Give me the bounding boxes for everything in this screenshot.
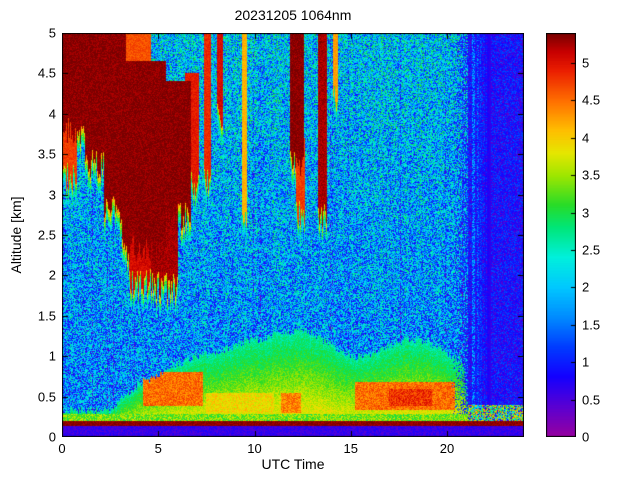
heatmap-plot [62,33,524,437]
colorbar-tick-label: 0 [582,429,590,445]
chart-title: 20231205 1064nm [234,7,352,23]
y-tick-label: 0 [48,429,56,445]
x-tick-label: 10 [247,441,262,456]
x-tick-label: 20 [439,441,455,456]
x-axis-label: UTC Time [261,456,325,472]
y-tick-label: 5 [48,25,56,41]
colorbar [546,33,576,437]
colorbar-tick-label: 2.5 [582,242,601,258]
colorbar-tick-label: 0.5 [582,392,601,408]
y-tick-label: 3 [48,187,56,203]
colorbar-tick-label: 2 [582,279,590,295]
colorbar-tick-label: 3 [582,205,590,221]
y-tick-label: 2.5 [37,227,56,243]
colorbar-tick-label: 3.5 [582,167,601,183]
y-axis-label: Altitude [km] [8,196,24,274]
x-tick-label: 15 [343,441,358,456]
colorbar-tick-label: 4.5 [582,92,601,108]
y-tick-label: 2 [48,267,56,283]
y-tick-label: 4 [48,106,56,122]
x-tick-label: 5 [154,441,162,456]
x-tick-label: 0 [58,441,66,456]
y-tick-label: 0.5 [37,389,56,405]
colorbar-tick-label: 1 [582,354,590,370]
y-tick-label: 4.5 [37,65,56,81]
colorbar-tick-label: 5 [582,55,590,71]
y-tick-label: 1.5 [37,308,56,324]
colorbar-tick-label: 4 [582,130,590,146]
y-tick-label: 3.5 [37,146,56,162]
colorbar-tick-label: 1.5 [582,317,601,333]
y-tick-label: 1 [48,348,56,364]
